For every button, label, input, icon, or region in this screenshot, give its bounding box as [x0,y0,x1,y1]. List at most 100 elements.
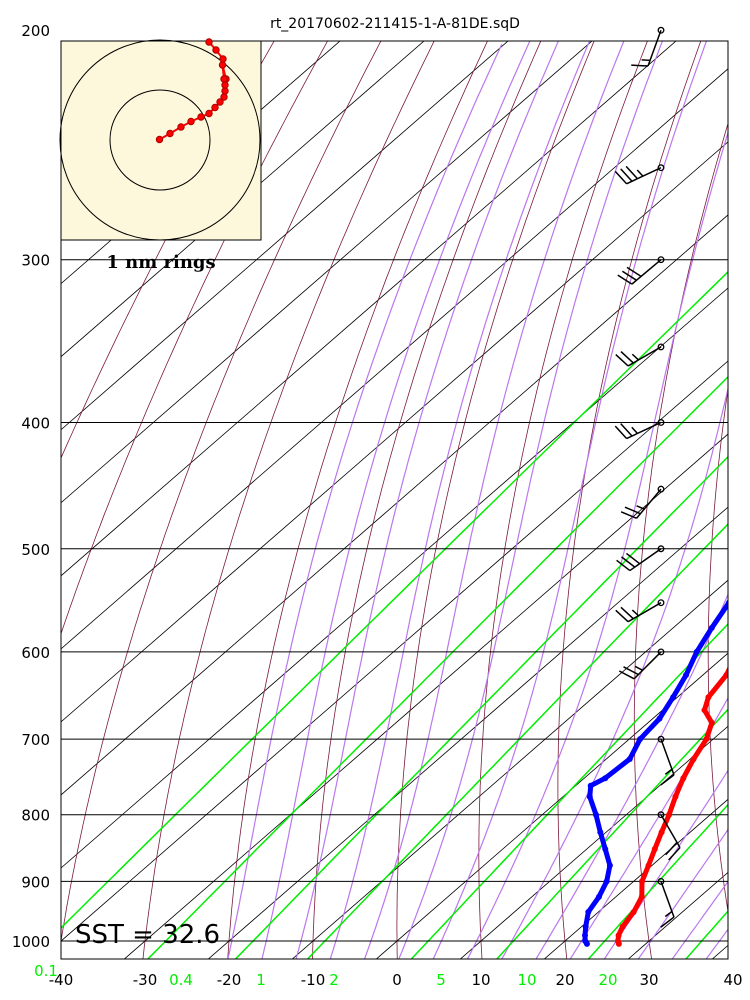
wind-barb-station [657,164,665,172]
temperature-tick-label: 10 [471,971,490,989]
moist-adiabat [398,41,664,959]
wind-barb-flag [620,423,633,437]
wind-barb-station [657,343,665,351]
temperature-profile-point [705,694,712,701]
temperature-profile-point [638,878,645,885]
wind-barb-half-flag [631,609,639,617]
wind-barb-staff [626,167,662,185]
wind-barb-station [657,545,665,553]
hodograph-point [219,55,227,63]
dry-adiabat [227,41,488,959]
dewpoint-profile-point [582,923,589,930]
dewpoint-profile-point [683,672,690,679]
hodograph-point [166,129,174,138]
grid-layer [61,41,728,959]
pressure-tick-label: 700 [21,731,50,749]
pressure-tick-label: 200 [21,22,50,40]
isotherm [61,41,509,431]
wind-barb-flag [665,841,678,856]
wind-barb [615,343,665,367]
hodograph-rings-label: 1 nm rings [106,252,215,273]
wind-barb-half-flag [631,353,639,361]
mixing-ratio-line [234,455,728,959]
dewpoint-profile-point [597,829,604,836]
dewpoint-profile-point [581,932,588,939]
wind-barb-staff [660,881,675,918]
dewpoint-profile-point [606,862,613,869]
isotherm [61,41,593,504]
wind-barb-layer [614,26,681,928]
dewpoint-profile-point [585,908,592,915]
wind-barb-flag [620,606,634,620]
wind-barb [618,648,665,680]
hodograph-ring [59,39,261,241]
wind-barb-half-flag [631,426,638,434]
wind-barb [615,599,665,623]
mixing-ratio-label: 2 [329,971,339,989]
wind-barb [614,164,665,185]
temperature-profile-point [614,938,621,944]
moist-adiabat [432,41,708,959]
temperature-profile-point [638,893,645,900]
wind-barb-staff [647,29,662,67]
mixing-ratio-label: 1 [256,971,266,989]
wind-barb-flag [615,609,629,623]
chart-title: rt_20170602-211415-1-A-81DE.sqD [270,16,520,32]
dewpoint-profile-point [708,624,715,631]
mixing-ratio-label: 10 [517,971,536,989]
temperature-profile-point [666,811,673,818]
moist-adiabat [295,41,560,959]
temperature-tick-label: -40 [49,971,74,989]
wind-barb-flag [618,670,635,680]
pressure-tick-label: 800 [21,807,50,825]
dewpoint-profile-point [725,599,728,606]
isotherm [61,68,728,650]
wind-barb-flag [615,354,629,367]
isotherm [61,287,728,869]
temperature-profile-point [630,908,637,915]
mixing-ratio-line [146,375,728,959]
pressure-tick-label: 600 [21,644,50,662]
temperature-tick-label: 20 [555,971,574,989]
hodograph-point [221,81,229,89]
temperature-tick-label: 40 [723,971,742,989]
dewpoint-profile-point [582,938,589,944]
wind-barb-station [657,256,665,264]
temperature-profile-point [680,775,687,782]
wind-barb-flag [625,165,638,180]
temperature-profile-point [658,829,665,836]
isotherm [207,506,728,959]
wind-barb [657,735,675,786]
wind-barb-flag [668,847,681,861]
hodograph-point [220,75,228,83]
temperature-profile-point [672,793,679,800]
isotherm [61,141,728,723]
plot-frame [60,40,729,960]
temperature-profile-point [619,923,626,930]
dewpoint-profile-point [656,715,663,722]
wind-barb [631,26,665,67]
moist-adiabat [466,130,728,959]
wind-barb-staff [631,259,662,285]
mixing-ratio-line [684,910,728,959]
wind-barb-flag [623,666,639,676]
wind-barb-flag [631,64,649,67]
moist-adiabat [329,41,591,959]
wind-barb-staff [635,488,662,519]
moist-adiabat [363,41,625,959]
isotherm [123,433,728,959]
wind-barb-staff [627,346,662,367]
wind-barb [614,419,665,440]
wind-barb-half-flag [634,665,643,671]
wind-barb-flag [626,266,642,278]
dewpoint-profile-point [592,811,599,818]
dewpoint-profile-point [637,736,644,743]
wind-barb-flag [617,274,633,285]
wind-barb-flag [616,559,631,572]
dewpoint-profile-point [587,782,594,789]
temperature-tick-label: 30 [639,971,658,989]
mixing-ratio-line [587,803,728,959]
wind-barb-half-flag [636,505,645,510]
wind-barb [617,256,665,285]
hodograph-point [177,123,185,131]
